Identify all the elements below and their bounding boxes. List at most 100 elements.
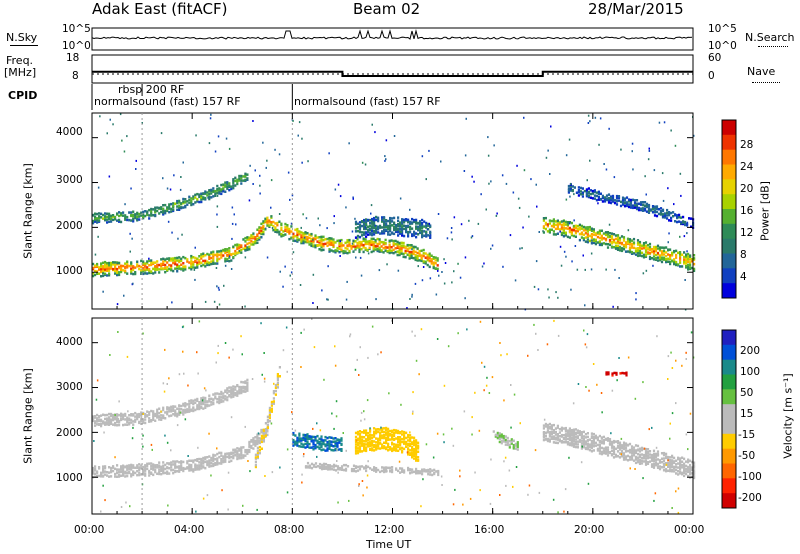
velocity-cell <box>644 453 648 456</box>
power-cell <box>232 184 235 187</box>
power-cell <box>400 246 403 249</box>
power-cell <box>661 208 665 212</box>
velocity-cell <box>638 455 642 459</box>
velocity-cell <box>254 463 257 467</box>
power-cell <box>642 256 646 259</box>
power-cell <box>657 212 661 216</box>
velocity-cell <box>302 443 305 446</box>
power-noise-cell <box>254 169 256 172</box>
velocity-cell <box>198 464 201 467</box>
velocity-cell <box>202 459 205 462</box>
velocity-cell <box>667 457 670 461</box>
velocity-cell <box>302 433 305 437</box>
velocity-cell <box>634 461 638 465</box>
power-cell <box>130 211 133 214</box>
power-cell <box>236 245 239 248</box>
power-cell <box>326 241 329 244</box>
power-cell <box>362 250 365 254</box>
velocity-cell <box>112 465 115 468</box>
velocity-cell <box>102 422 105 425</box>
velocity-cell <box>584 440 587 443</box>
power-cell <box>162 207 165 211</box>
velocity-cell <box>308 437 311 440</box>
velocity-cell <box>212 462 215 466</box>
power-cell <box>657 208 661 211</box>
velocity-cell <box>260 431 263 434</box>
power-cell <box>126 218 129 222</box>
power-cell <box>232 252 235 256</box>
velocity-cell <box>673 465 676 469</box>
velocity-cell <box>236 392 239 395</box>
velocity-noise-cell <box>474 471 476 474</box>
velocity-cell <box>360 465 364 468</box>
velocity-cell <box>218 455 221 459</box>
power-cell <box>581 187 584 190</box>
power-cell <box>628 238 632 241</box>
velocity-noise-cell <box>366 474 369 477</box>
power-cell <box>142 260 145 263</box>
power-cell <box>154 214 157 217</box>
velocity-cell <box>274 393 277 396</box>
power-cell <box>252 241 255 244</box>
power-cell <box>170 202 173 206</box>
velocity-cell <box>252 443 255 446</box>
velocity-cell <box>242 454 245 457</box>
power-cell <box>370 237 373 241</box>
velocity-cell <box>371 434 374 437</box>
velocity-cell <box>268 406 271 410</box>
power-cell <box>210 196 213 199</box>
power-cell <box>200 194 203 197</box>
power-cell <box>381 218 384 222</box>
power-cell <box>363 231 366 234</box>
power-noise-cell <box>658 121 661 124</box>
velocity-cell <box>512 444 515 447</box>
power-cell <box>568 226 571 230</box>
power-cbar-tick-20: 20 <box>740 183 754 195</box>
nsky-frame <box>91 27 694 51</box>
velocity-cell <box>356 447 360 450</box>
velocity-cell <box>502 440 505 443</box>
power-cell <box>370 240 373 243</box>
velocity-cell <box>198 407 201 411</box>
velocity-noise-cell <box>230 416 233 419</box>
power-cell <box>617 195 621 198</box>
power-cell <box>584 236 587 239</box>
power-cell <box>584 229 587 232</box>
power-noise-cell <box>547 288 549 291</box>
velocity-cell <box>620 451 624 455</box>
velocity-noise-cell <box>286 370 288 373</box>
velocity-cell <box>236 452 239 456</box>
velocity-cell <box>391 468 394 472</box>
velocity-cell <box>94 420 97 423</box>
power-noise-cell <box>608 127 610 130</box>
velocity-cell <box>691 466 694 469</box>
velocity-cell <box>566 441 569 444</box>
power-cell <box>182 197 185 201</box>
velocity-cell <box>548 427 551 430</box>
velocity-cell <box>415 469 418 473</box>
power-cell <box>686 224 689 227</box>
power-cell <box>366 242 369 246</box>
velocity-cell <box>120 414 123 418</box>
power-noise-cell <box>371 224 373 226</box>
power-cell <box>100 216 103 219</box>
velocity-cell <box>624 455 628 458</box>
power-noise-cell <box>116 262 119 265</box>
velocity-cell <box>218 451 221 455</box>
power-cell <box>570 221 573 225</box>
power-cell <box>598 240 601 243</box>
velocity-noise-cell <box>215 361 217 364</box>
power-cell <box>412 256 415 260</box>
velocity-noise-cell <box>286 448 289 451</box>
power-cell <box>302 239 305 242</box>
velocity-cell <box>415 451 418 454</box>
velocity-cell <box>602 450 605 453</box>
velocity-cell <box>691 472 694 475</box>
power-cell <box>567 191 570 194</box>
power-cell <box>369 218 372 222</box>
velocity-colorbar-swatch <box>722 433 736 450</box>
velocity-cell <box>429 473 432 476</box>
power-noise-cell <box>589 159 591 162</box>
power-cell <box>381 230 384 233</box>
velocity-cell <box>375 428 378 431</box>
